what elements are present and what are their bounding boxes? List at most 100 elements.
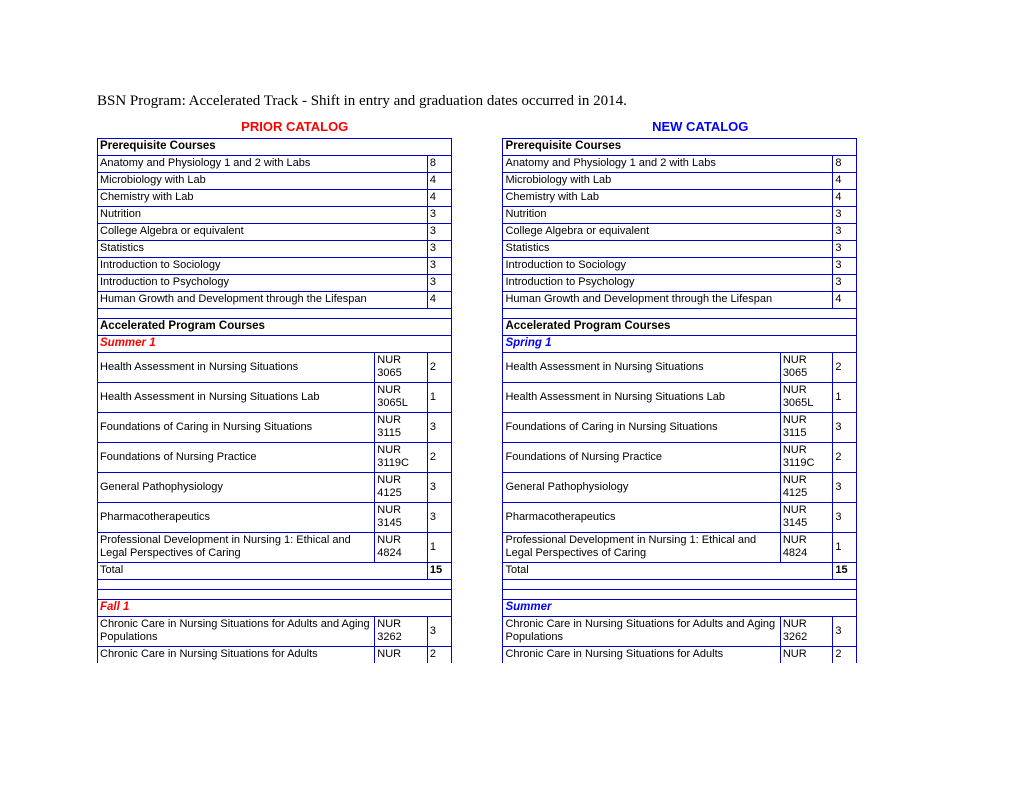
table-row: Introduction to Psychology3 (503, 275, 898, 292)
course-credits: 3 (427, 224, 451, 241)
table-row: Total15 (98, 563, 492, 580)
prior-catalog-table: Prerequisite Courses Anatomy and Physiol… (97, 138, 492, 663)
new-term1-total-label: Total (503, 563, 833, 580)
catalog-columns: PRIOR CATALOG Prerequisite Courses Anato… (97, 116, 898, 663)
course-credits: 3 (427, 241, 451, 258)
course-credits: 2 (833, 443, 857, 473)
course-name: Health Assessment in Nursing Situations … (98, 383, 375, 413)
table-row: Introduction to Sociology3 (98, 258, 492, 275)
course-code: NUR 4125 (375, 473, 428, 503)
course-name: College Algebra or equivalent (98, 224, 428, 241)
table-row: Professional Development in Nursing 1: E… (503, 533, 898, 563)
table-row: PharmacotherapeuticsNUR 31453 (503, 503, 898, 533)
course-name: Chronic Care in Nursing Situations for A… (98, 647, 375, 664)
prior-term2-label: Fall 1 (98, 600, 452, 617)
course-credits: 3 (427, 207, 451, 224)
table-row: Human Growth and Development through the… (503, 292, 898, 309)
spacer-row (98, 309, 452, 319)
table-row: Anatomy and Physiology 1 and 2 with Labs… (503, 156, 898, 173)
course-name: Introduction to Sociology (98, 258, 428, 275)
course-code: NUR 3145 (780, 503, 833, 533)
prior-catalog-heading: PRIOR CATALOG (97, 116, 492, 138)
new-catalog-table: Prerequisite Courses Anatomy and Physiol… (502, 138, 898, 663)
table-row: Foundations of Nursing PracticeNUR 3119C… (98, 443, 492, 473)
prior-term1-total: 15 (427, 563, 451, 580)
course-code: NUR 3065L (375, 383, 428, 413)
new-catalog-heading: NEW CATALOG (502, 116, 898, 138)
table-row: Chronic Care in Nursing Situations for A… (98, 617, 492, 647)
course-code: NUR 4824 (375, 533, 428, 563)
table-row: Microbiology with Lab4 (98, 173, 492, 190)
course-credits: 4 (833, 190, 857, 207)
course-code: NUR (375, 647, 428, 664)
course-name: Foundations of Caring in Nursing Situati… (98, 413, 375, 443)
new-term1-total: 15 (833, 563, 857, 580)
prior-prereq-header: Prerequisite Courses (98, 139, 452, 156)
tables-container: PRIOR CATALOG Prerequisite Courses Anato… (97, 116, 898, 663)
table-row: PharmacotherapeuticsNUR 31453 (98, 503, 492, 533)
course-name: Pharmacotherapeutics (503, 503, 780, 533)
course-name: Foundations of Caring in Nursing Situati… (503, 413, 780, 443)
course-name: Professional Development in Nursing 1: E… (98, 533, 375, 563)
table-row: Nutrition3 (503, 207, 898, 224)
course-credits: 4 (427, 190, 451, 207)
course-credits: 2 (427, 353, 451, 383)
course-name: Anatomy and Physiology 1 and 2 with Labs (503, 156, 833, 173)
spacer-row (98, 590, 452, 600)
table-row: Foundations of Nursing PracticeNUR 3119C… (503, 443, 898, 473)
table-row: Introduction to Sociology3 (503, 258, 898, 275)
course-credits: 3 (427, 413, 451, 443)
course-credits: 2 (833, 353, 857, 383)
table-row: Chronic Care in Nursing Situations for A… (503, 617, 898, 647)
course-credits: 1 (427, 533, 451, 563)
page-title: BSN Program: Accelerated Track - Shift i… (97, 93, 627, 110)
table-row: Total15 (503, 563, 898, 580)
new-accel-header: Accelerated Program Courses (503, 319, 857, 336)
course-credits: 2 (427, 443, 451, 473)
prior-term1-total-label: Total (98, 563, 428, 580)
course-credits: 4 (833, 292, 857, 309)
table-row: General PathophysiologyNUR 41253 (98, 473, 492, 503)
new-term1-label: Spring 1 (503, 336, 857, 353)
table-row: Chronic Care in Nursing Situations for A… (503, 647, 898, 664)
course-credits: 3 (833, 224, 857, 241)
course-credits: 3 (833, 241, 857, 258)
course-credits: 4 (427, 173, 451, 190)
table-row: Foundations of Caring in Nursing Situati… (503, 413, 898, 443)
course-name: Microbiology with Lab (98, 173, 428, 190)
course-name: Introduction to Sociology (503, 258, 833, 275)
table-row: General PathophysiologyNUR 41253 (503, 473, 898, 503)
new-prereq-header: Prerequisite Courses (503, 139, 857, 156)
table-row: Health Assessment in Nursing SituationsN… (503, 353, 898, 383)
course-credits: 4 (833, 173, 857, 190)
course-credits: 3 (427, 275, 451, 292)
page: BSN Program: Accelerated Track - Shift i… (0, 0, 1020, 788)
table-row: Chemistry with Lab4 (503, 190, 898, 207)
course-name: Chronic Care in Nursing Situations for A… (503, 617, 780, 647)
course-name: Nutrition (98, 207, 428, 224)
table-row: Health Assessment in Nursing SituationsN… (98, 353, 492, 383)
course-name: Health Assessment in Nursing Situations (503, 353, 780, 383)
course-credits: 3 (833, 617, 857, 647)
table-row: Chemistry with Lab4 (98, 190, 492, 207)
table-row: Nutrition3 (98, 207, 492, 224)
course-credits: 8 (427, 156, 451, 173)
course-code: NUR (780, 647, 833, 664)
table-row: Microbiology with Lab4 (503, 173, 898, 190)
table-row: Chronic Care in Nursing Situations for A… (98, 647, 492, 664)
course-credits: 3 (833, 258, 857, 275)
course-name: General Pathophysiology (503, 473, 780, 503)
course-credits: 3 (427, 503, 451, 533)
table-row: Professional Development in Nursing 1: E… (98, 533, 492, 563)
course-name: Chronic Care in Nursing Situations for A… (503, 647, 780, 664)
course-credits: 8 (833, 156, 857, 173)
course-credits: 3 (833, 275, 857, 292)
course-name: Statistics (503, 241, 833, 258)
course-code: NUR 4824 (780, 533, 833, 563)
course-code: NUR 3119C (780, 443, 833, 473)
course-credits: 3 (427, 473, 451, 503)
table-row: College Algebra or equivalent3 (98, 224, 492, 241)
course-code: NUR 3262 (780, 617, 833, 647)
course-name: Health Assessment in Nursing Situations (98, 353, 375, 383)
course-name: Pharmacotherapeutics (98, 503, 375, 533)
